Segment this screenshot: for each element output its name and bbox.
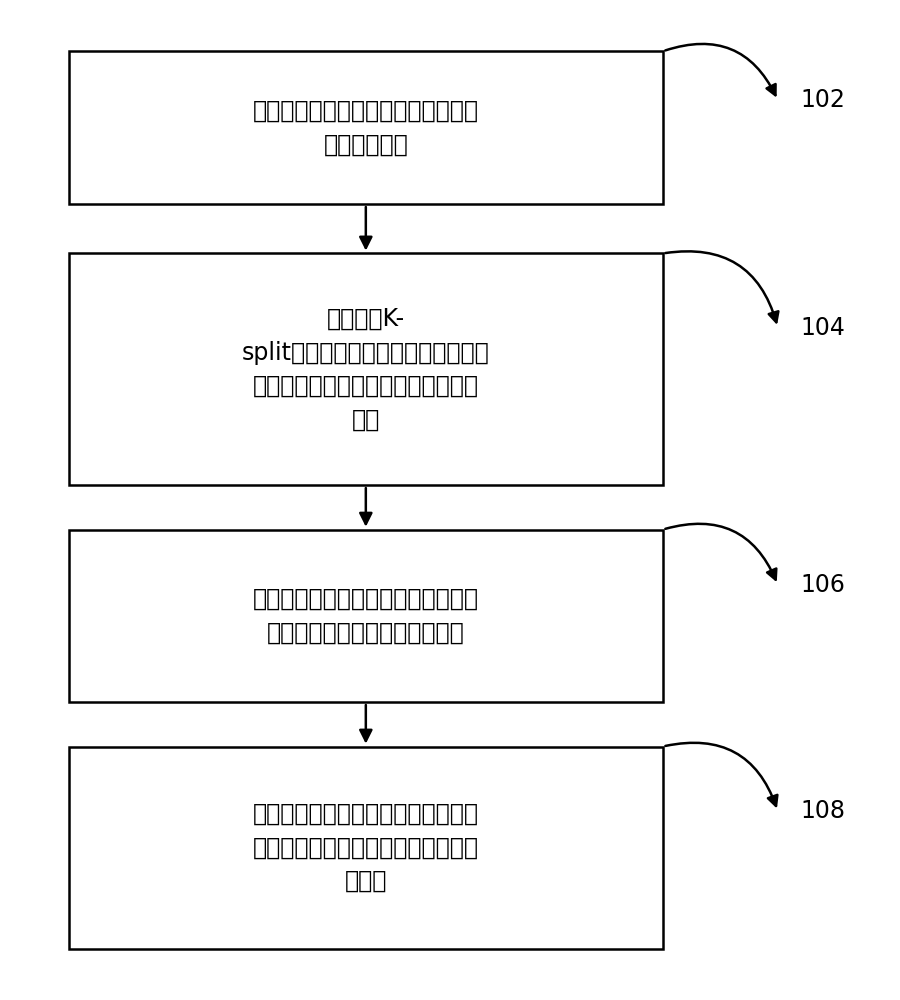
FancyBboxPatch shape (69, 253, 662, 485)
Text: 获取原始数据，提取特征向量，并计
算相似度矩阵: 获取原始数据，提取特征向量，并计 算相似度矩阵 (253, 99, 479, 156)
FancyArrowPatch shape (665, 251, 778, 322)
Text: 106: 106 (800, 573, 845, 597)
FancyArrowPatch shape (665, 743, 778, 806)
Text: 104: 104 (800, 316, 845, 340)
FancyBboxPatch shape (69, 530, 662, 702)
FancyArrowPatch shape (665, 524, 777, 580)
Text: 利用预设连通域分析方法确定所述第
一聚类结果中各类之间的连通域: 利用预设连通域分析方法确定所述第 一聚类结果中各类之间的连通域 (253, 587, 479, 645)
Text: 102: 102 (800, 88, 845, 112)
FancyBboxPatch shape (69, 51, 662, 204)
Text: 108: 108 (800, 799, 845, 823)
FancyArrowPatch shape (665, 44, 776, 95)
Text: 根据预设K-
split分块聚类算法处理相似度矩阵，
对原始数据进行聚类，得到第一聚类
结果: 根据预设K- split分块聚类算法处理相似度矩阵， 对原始数据进行聚类，得到第… (242, 307, 490, 432)
Text: 根据所确定的连通域对所述第一聚类
结果中的各类进行合并，得到第二聚
类结果: 根据所确定的连通域对所述第一聚类 结果中的各类进行合并，得到第二聚 类结果 (253, 802, 479, 893)
FancyBboxPatch shape (69, 747, 662, 949)
